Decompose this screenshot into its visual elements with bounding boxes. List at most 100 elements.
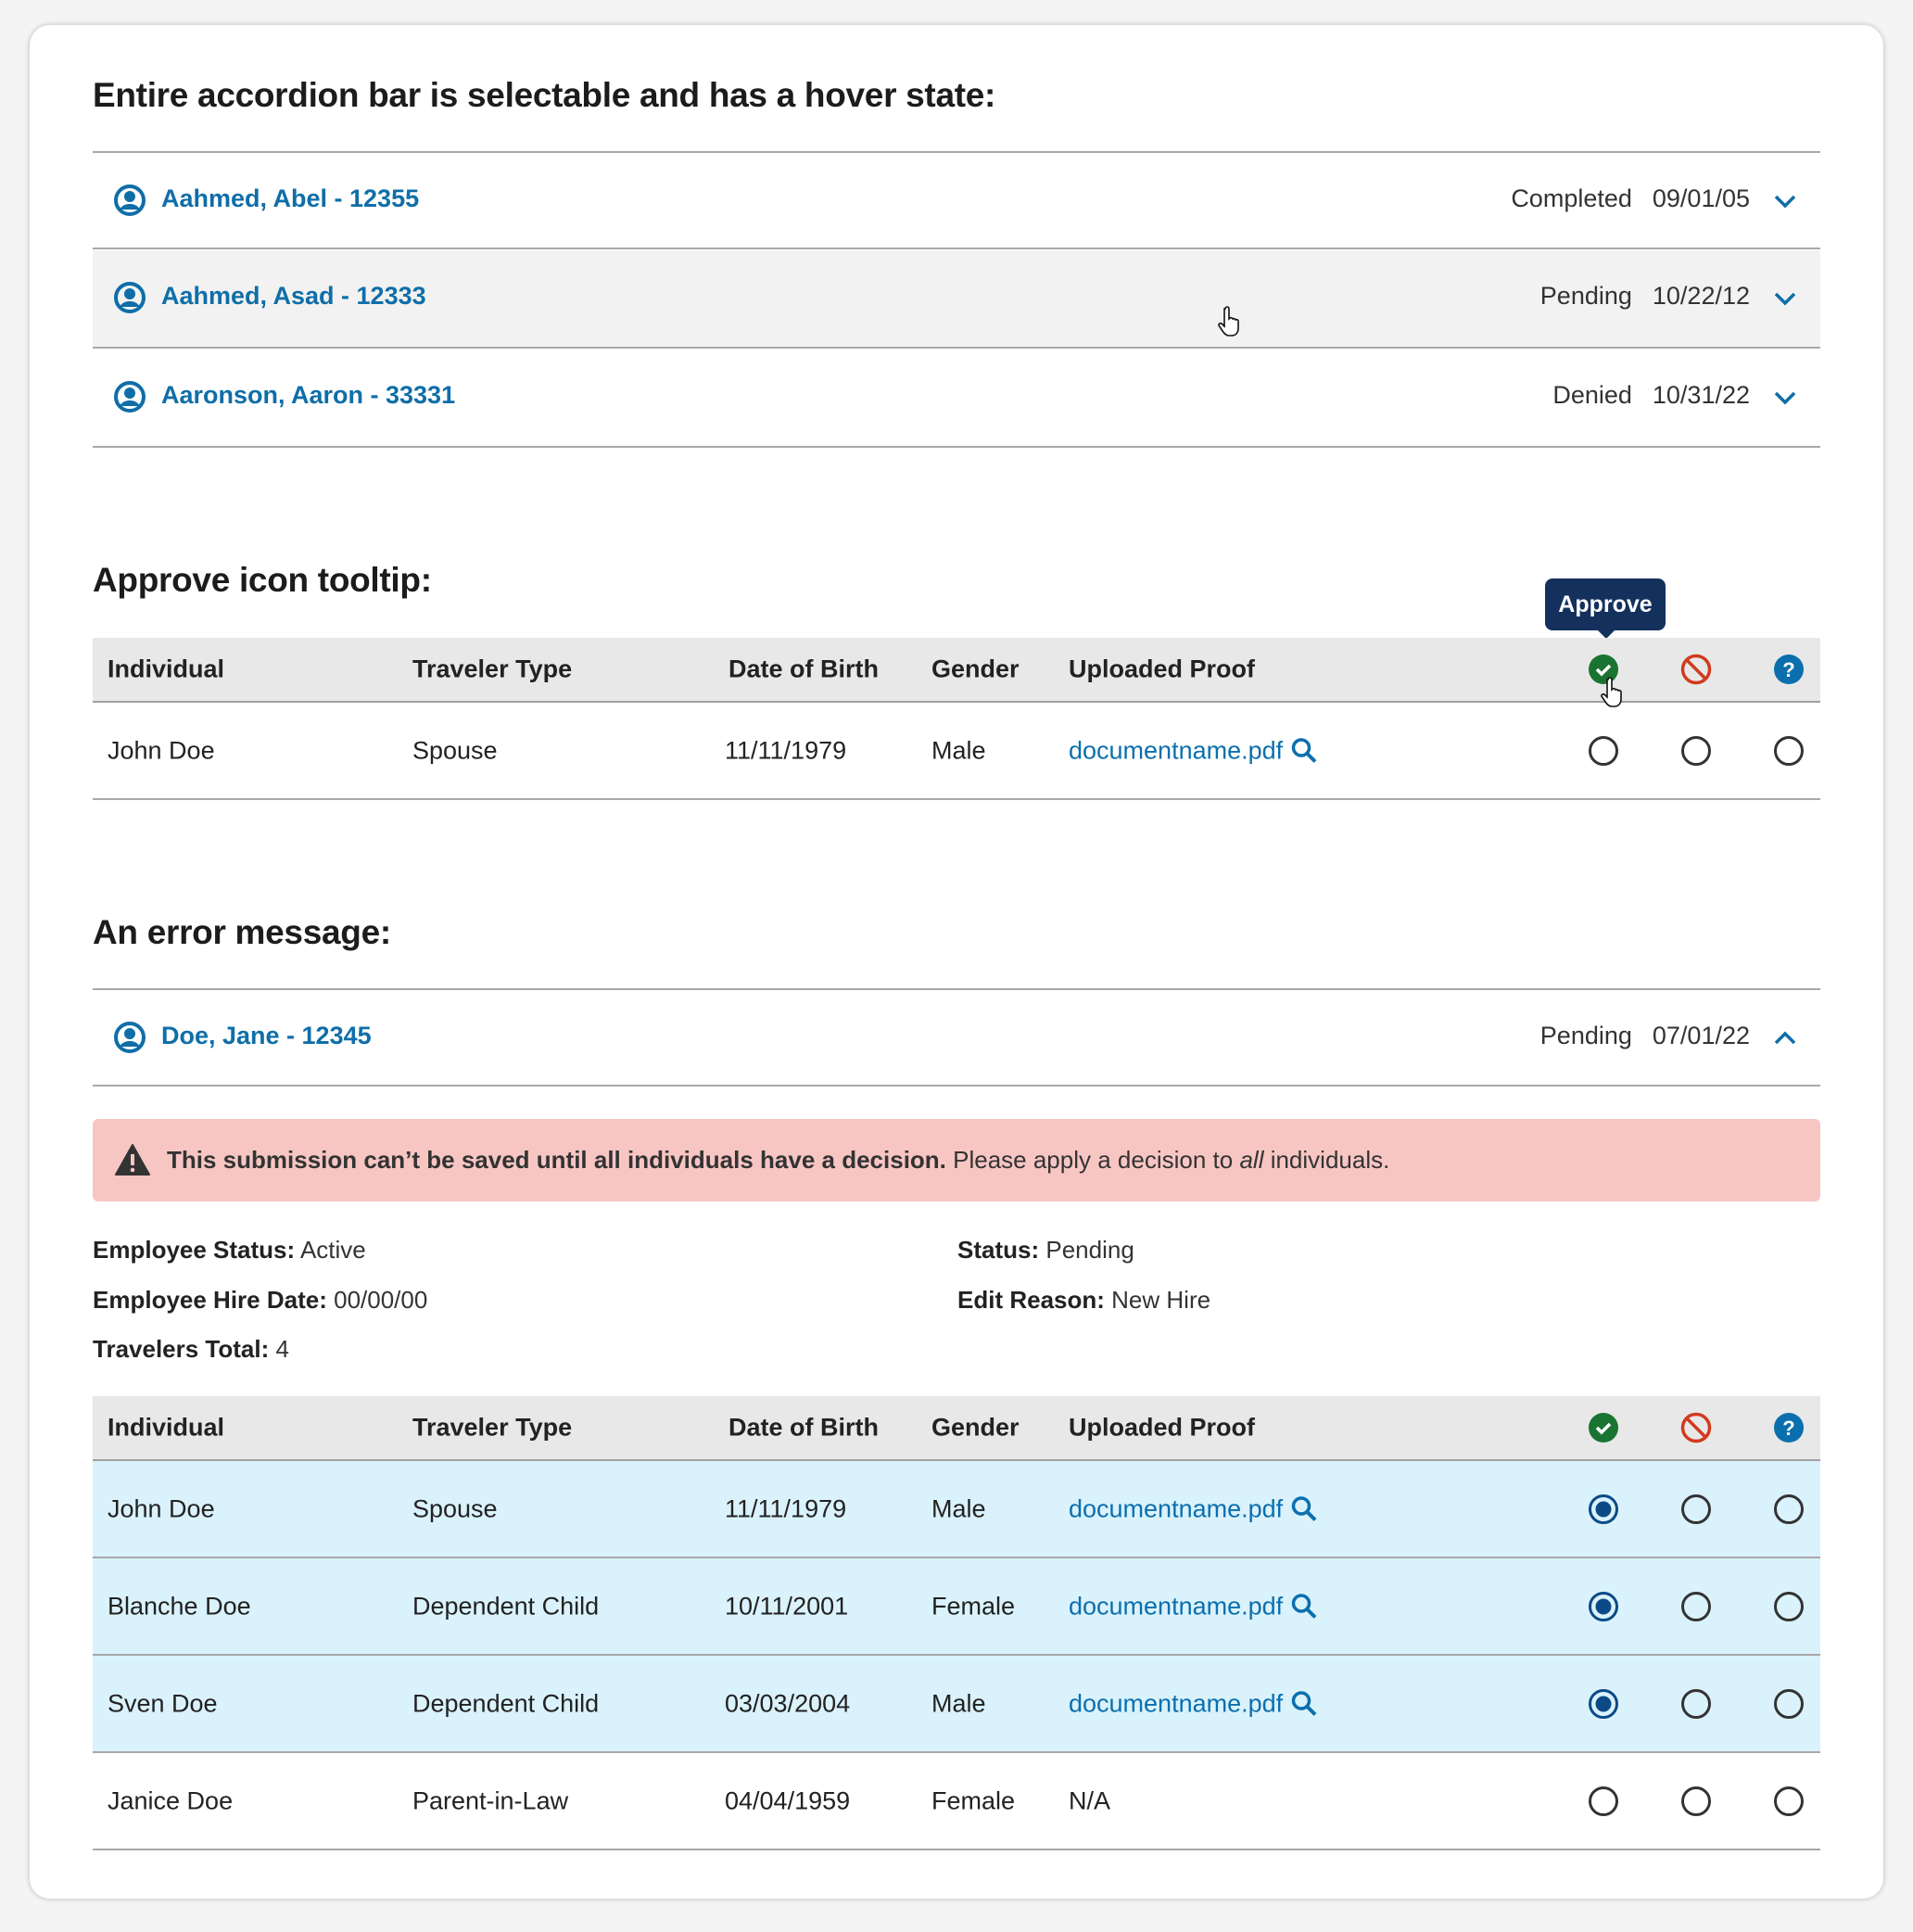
traveler-type-cell: Spouse (412, 1494, 498, 1522)
column-header: Uploaded Proof (1069, 1413, 1255, 1442)
deny-radio[interactable] (1680, 1688, 1712, 1720)
traveler-type-cell: Parent-in-Law (412, 1786, 569, 1814)
decision-table: Individual Traveler Type Date of Birth Gend… (93, 1396, 1820, 1850)
employee-hire-date: Employee Hire Date: 00/00/00 (93, 1286, 427, 1315)
table-row: Janice Doe Parent-in-Law 04/04/1959 Female N… (93, 1753, 1820, 1850)
decision-table: Individual Traveler Type Date of Birth Gend… (93, 638, 1820, 800)
deny-icon[interactable] (1680, 1412, 1712, 1443)
individual-cell: John Doe (108, 1494, 215, 1522)
help-radio[interactable] (1773, 1591, 1805, 1622)
error-text: Please apply a decision to (945, 1146, 1240, 1174)
travelers-total: Travelers Total: 4 (93, 1335, 289, 1364)
chevron-up-icon[interactable] (1772, 1025, 1798, 1051)
help-radio[interactable] (1773, 735, 1805, 767)
deny-radio[interactable] (1680, 1786, 1712, 1817)
approve-icon[interactable] (1588, 654, 1619, 685)
table-header: Individual Traveler Type Date of Birth Gend… (93, 1396, 1820, 1461)
accordion-status: Completed (1511, 184, 1632, 212)
search-icon[interactable] (1290, 1494, 1318, 1522)
user-icon (114, 381, 146, 413)
deny-radio[interactable] (1680, 1493, 1712, 1525)
proof-link[interactable]: documentname.pdf (1069, 1689, 1284, 1717)
label: Edit Reason: (957, 1286, 1105, 1314)
column-header: Individual (108, 1413, 225, 1442)
employee-status: Employee Status: Active (93, 1236, 366, 1265)
label: Travelers Total: (93, 1335, 270, 1363)
value: 4 (275, 1335, 289, 1363)
accordion-bar[interactable]: Aahmed, Abel - 12355 Completed 09/01/05 (93, 151, 1820, 249)
error-bold: This submission can’t be saved until all… (167, 1146, 946, 1174)
search-icon[interactable] (1290, 1592, 1318, 1620)
proof-link[interactable]: documentname.pdf (1069, 736, 1284, 764)
approve-radio[interactable] (1588, 1786, 1619, 1817)
accordion-bar[interactable]: Aaronson, Aaron - 33331 Denied 10/31/22 (93, 350, 1820, 448)
accordion-meta: Denied 10/31/22 (1552, 381, 1750, 410)
value: New Hire (1111, 1286, 1211, 1314)
proof-cell: N/A (1069, 1786, 1110, 1815)
gender-cell: Male (931, 1494, 986, 1522)
deny-radio[interactable] (1680, 735, 1712, 767)
accordion-status: Pending (1539, 1022, 1632, 1049)
individual-cell: Sven Doe (108, 1689, 218, 1717)
gender-cell: Male (931, 1689, 986, 1717)
accordion-date: 10/31/22 (1652, 381, 1750, 409)
individual-cell: Blanche Doe (108, 1592, 251, 1620)
user-icon (114, 282, 146, 313)
gender-cell: Female (931, 1786, 1016, 1814)
error-message: This submission can’t be saved until all… (167, 1146, 1389, 1175)
accordion-status: Pending (1539, 282, 1632, 310)
table-row: Blanche Doe Dependent Child 10/11/2001 Fema… (93, 1558, 1820, 1656)
search-icon[interactable] (1290, 1689, 1318, 1717)
accordion-name: Doe, Jane - 12345 (161, 1022, 372, 1049)
svg-text:?: ? (1782, 1417, 1794, 1440)
approve-radio[interactable] (1588, 735, 1619, 767)
traveler-type-cell: Spouse (412, 736, 498, 764)
proof-cell: documentname.pdf (1069, 1494, 1318, 1523)
dob-cell: 04/04/1959 (725, 1786, 851, 1814)
deny-radio[interactable] (1680, 1591, 1712, 1622)
hand-cursor-icon (1217, 306, 1243, 337)
user-icon (114, 184, 146, 216)
label: Employee Status: (93, 1236, 296, 1264)
help-radio[interactable] (1773, 1786, 1805, 1817)
search-icon[interactable] (1290, 736, 1318, 764)
accordion-date: 10/22/12 (1652, 282, 1750, 310)
chevron-down-icon[interactable] (1772, 286, 1798, 311)
accordion-meta: Completed 09/01/05 (1511, 184, 1750, 213)
help-icon[interactable]: ? (1773, 654, 1805, 685)
value: Pending (1045, 1236, 1134, 1264)
dob-cell: 03/03/2004 (725, 1689, 851, 1717)
approve-radio[interactable] (1588, 1591, 1619, 1622)
proof-link[interactable]: documentname.pdf (1069, 1494, 1284, 1522)
accordion-name: Aahmed, Abel - 12355 (161, 184, 420, 212)
approve-radio[interactable] (1588, 1493, 1619, 1525)
help-radio[interactable] (1773, 1688, 1805, 1720)
chevron-down-icon[interactable] (1772, 188, 1798, 214)
column-header: Traveler Type (412, 1413, 573, 1442)
approve-radio[interactable] (1588, 1688, 1619, 1720)
dob-cell: 11/11/1979 (725, 1494, 847, 1522)
deny-icon[interactable] (1680, 654, 1712, 685)
column-header: Gender (931, 1413, 1020, 1442)
accordion-status: Denied (1552, 381, 1632, 409)
label: Status: (957, 1236, 1040, 1264)
column-header: Date of Birth (728, 655, 879, 683)
table-row: Sven Doe Dependent Child 03/03/2004 Male doc… (93, 1656, 1820, 1753)
column-header: Individual (108, 655, 225, 683)
accordion-meta: Pending 07/01/22 (1540, 1022, 1750, 1050)
accordion-date: 09/01/05 (1652, 184, 1750, 212)
approve-icon[interactable] (1588, 1412, 1619, 1443)
dob-cell: 10/11/2001 (725, 1592, 849, 1620)
accordion-bar[interactable]: Aahmed, Asad - 12333 Pending 10/22/12 (93, 250, 1820, 349)
gender-cell: Female (931, 1592, 1016, 1620)
help-icon[interactable]: ? (1773, 1412, 1805, 1443)
accordion-name: Aahmed, Asad - 12333 (161, 282, 426, 310)
column-header: Uploaded Proof (1069, 655, 1255, 683)
accordion-bar[interactable]: Doe, Jane - 12345 Pending 07/01/22 (93, 988, 1820, 1087)
help-radio[interactable] (1773, 1493, 1805, 1525)
column-header: Traveler Type (412, 655, 573, 683)
column-header: Gender (931, 655, 1020, 683)
proof-link[interactable]: documentname.pdf (1069, 1592, 1284, 1620)
accordion-meta: Pending 10/22/12 (1540, 282, 1750, 311)
chevron-down-icon[interactable] (1772, 385, 1798, 411)
